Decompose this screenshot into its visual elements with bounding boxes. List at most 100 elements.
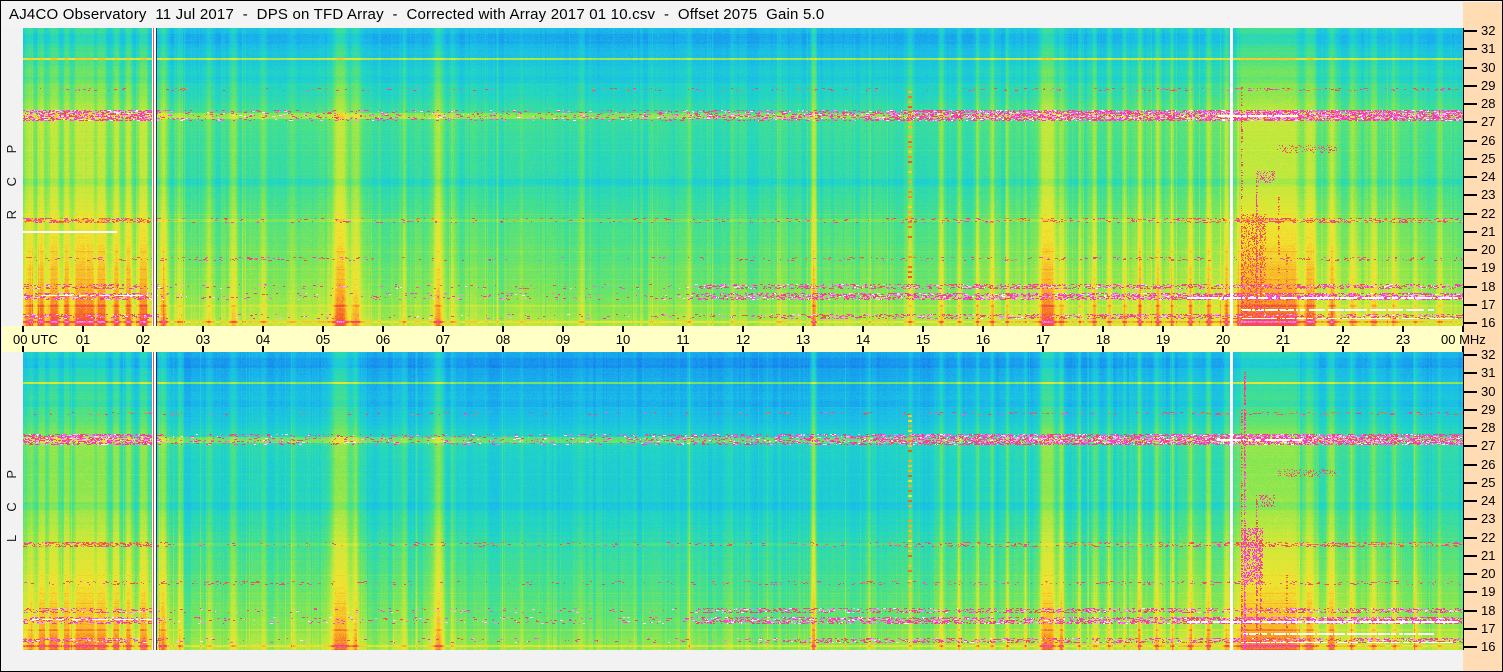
freq-tick-mark — [1463, 139, 1477, 142]
hour-tick-mark — [322, 346, 324, 352]
lcp-spectrogram-canvas — [23, 352, 1463, 650]
lcp-polarization-label: L C P — [4, 459, 19, 543]
freq-tick-label: 21 — [1481, 223, 1496, 239]
freq-tick-mark — [1463, 157, 1477, 160]
freq-tick-mark — [1463, 554, 1477, 557]
freq-tick-mark — [1463, 536, 1477, 539]
hour-tick-label: 07 — [435, 332, 451, 347]
hour-tick-mark — [22, 326, 24, 332]
freq-tick-label: 29 — [1481, 401, 1496, 417]
hour-tick-mark — [382, 326, 384, 332]
hour-tick-mark — [502, 346, 504, 352]
hour-tick-label: 15 — [915, 332, 931, 347]
freq-tick-label: 22 — [1481, 205, 1496, 221]
freq-tick-mark — [1463, 390, 1477, 393]
hour-tick-mark — [202, 346, 204, 352]
freq-tick-label: 18 — [1481, 602, 1496, 618]
freq-tick-mark — [1463, 303, 1477, 306]
hour-tick-mark — [1282, 326, 1284, 332]
frequency-label-column — [1463, 2, 1502, 671]
freq-tick-label: 19 — [1481, 584, 1496, 600]
hour-tick-label: 02 — [135, 332, 151, 347]
freq-tick-label: 31 — [1481, 365, 1496, 381]
time-axis-origin-label: 00 UTC — [13, 332, 58, 347]
freq-tick-mark — [1463, 481, 1477, 484]
hour-tick-mark — [562, 346, 564, 352]
hour-tick-mark — [442, 326, 444, 332]
freq-tick-label: 26 — [1481, 456, 1496, 472]
freq-tick-label: 23 — [1481, 187, 1496, 203]
hour-tick-mark — [982, 326, 984, 332]
hour-tick-mark — [1342, 346, 1344, 352]
hour-tick-label: 19 — [1155, 332, 1171, 347]
hour-tick-mark — [262, 326, 264, 332]
hour-tick-mark — [442, 346, 444, 352]
hour-tick-mark — [802, 326, 804, 332]
hour-tick-mark — [142, 326, 144, 332]
hour-tick-mark — [502, 326, 504, 332]
hour-tick-label: 01 — [75, 332, 91, 347]
hour-tick-label: 17 — [1035, 332, 1051, 347]
freq-tick-label: 20 — [1481, 566, 1496, 581]
hour-tick-label: 22 — [1335, 332, 1351, 347]
freq-tick-label: 25 — [1481, 150, 1496, 166]
freq-tick-label: 17 — [1481, 620, 1496, 636]
freq-tick-mark — [1463, 30, 1477, 32]
freq-tick-mark — [1463, 322, 1477, 324]
hour-tick-mark — [982, 346, 984, 352]
freq-tick-label: 21 — [1481, 547, 1496, 563]
freq-tick-mark — [1463, 646, 1477, 648]
window-title: AJ4CO Observatory 11 Jul 2017 - DPS on T… — [9, 6, 825, 23]
freq-tick-label: 28 — [1481, 96, 1496, 111]
freq-tick-label: 17 — [1481, 296, 1496, 312]
hour-tick-mark — [682, 346, 684, 352]
hour-tick-mark — [1282, 346, 1284, 352]
hour-tick-mark — [22, 346, 24, 352]
hour-tick-mark — [1402, 326, 1404, 332]
hour-tick-mark — [622, 346, 624, 352]
hour-tick-mark — [1402, 346, 1404, 352]
hour-tick-mark — [1462, 346, 1464, 352]
freq-tick-label: 22 — [1481, 529, 1496, 545]
freq-tick-mark — [1463, 66, 1477, 69]
freq-tick-mark — [1463, 591, 1477, 594]
freq-tick-label: 27 — [1481, 438, 1496, 454]
freq-tick-mark — [1463, 500, 1477, 502]
freq-tick-label: 28 — [1481, 420, 1496, 435]
freq-tick-label: 16 — [1481, 315, 1496, 330]
freq-tick-label: 18 — [1481, 278, 1496, 294]
hour-tick-mark — [922, 346, 924, 352]
freq-tick-label: 19 — [1481, 260, 1496, 276]
freq-tick-label: 27 — [1481, 114, 1496, 130]
hour-tick-label: 11 — [676, 332, 690, 347]
hour-tick-label: 03 — [195, 332, 211, 347]
freq-tick-label: 20 — [1481, 242, 1496, 257]
hour-tick-mark — [262, 346, 264, 352]
hour-tick-label: 21 — [1275, 332, 1291, 347]
freq-tick-mark — [1463, 627, 1477, 630]
freq-tick-label: 30 — [1481, 383, 1496, 399]
hour-tick-label: 04 — [255, 332, 271, 347]
hour-tick-label: 14 — [855, 332, 871, 347]
freq-tick-mark — [1463, 176, 1477, 178]
hour-tick-mark — [862, 326, 864, 332]
hour-tick-mark — [1462, 326, 1464, 332]
hour-tick-mark — [82, 346, 84, 352]
hour-tick-label: 20 — [1215, 332, 1231, 347]
hour-tick-mark — [202, 326, 204, 332]
freq-tick-label: 29 — [1481, 77, 1496, 93]
hour-tick-mark — [1162, 346, 1164, 352]
freq-tick-label: 23 — [1481, 511, 1496, 527]
freq-tick-mark — [1463, 194, 1477, 197]
freq-tick-mark — [1463, 285, 1477, 288]
freq-axis-unit-label: 00 MHz — [1441, 332, 1486, 347]
hour-tick-label: 10 — [615, 332, 631, 347]
hour-tick-mark — [1042, 326, 1044, 332]
freq-tick-label: 30 — [1481, 59, 1496, 75]
freq-tick-mark — [1463, 354, 1477, 356]
hour-tick-mark — [1102, 346, 1104, 352]
hour-tick-label: 09 — [555, 332, 571, 347]
freq-tick-mark — [1463, 445, 1477, 448]
freq-tick-mark — [1463, 84, 1477, 87]
hour-tick-mark — [322, 326, 324, 332]
